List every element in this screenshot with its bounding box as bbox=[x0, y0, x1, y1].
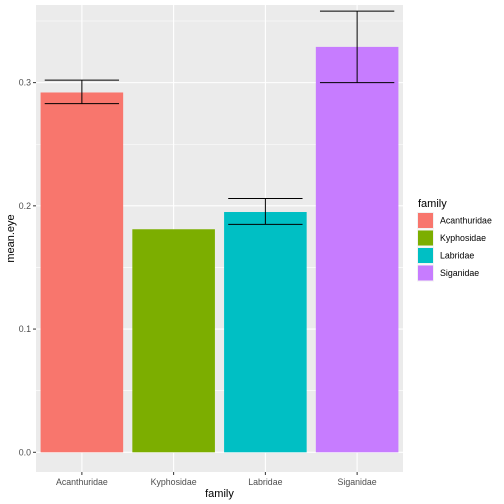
legend-item-labridae: Labridae bbox=[417, 247, 474, 264]
legend-title: family bbox=[418, 198, 447, 210]
error-bars bbox=[44, 10, 395, 225]
legend-item-siganidae: Siganidae bbox=[417, 264, 479, 282]
y-axis: 0.0 0.1 0.2 0.3 bbox=[19, 78, 36, 457]
x-axis: Acanthuridae Kyphosidae Labridae Siganidae bbox=[56, 472, 377, 487]
error-bar-siganidae bbox=[319, 10, 395, 84]
legend: family Acanthuridae Kyphosidae Labridae Sig… bbox=[417, 198, 492, 282]
legend-key-swatch bbox=[418, 230, 433, 246]
error-bar-labridae bbox=[228, 197, 303, 225]
x-tick-label: Kyphosidae bbox=[151, 477, 197, 487]
bar-acanthuridae bbox=[40, 92, 124, 453]
y-tick-label: 0.2 bbox=[19, 201, 31, 211]
bar-kyphosidae bbox=[132, 229, 215, 453]
error-bar-acanthuridae bbox=[44, 79, 120, 105]
legend-label: Siganidae bbox=[440, 268, 479, 278]
legend-label: Labridae bbox=[440, 251, 474, 261]
bars bbox=[40, 46, 399, 453]
bar-siganidae bbox=[315, 46, 399, 453]
x-tick-label: Labridae bbox=[248, 477, 282, 487]
x-tick-label: Acanthuridae bbox=[56, 477, 108, 487]
legend-item-acanthuridae: Acanthuridae bbox=[417, 212, 492, 229]
bar-labridae bbox=[224, 212, 307, 453]
y-tick-label: 0.3 bbox=[19, 78, 31, 88]
x-axis-title: family bbox=[205, 488, 234, 500]
legend-label: Kyphosidae bbox=[440, 233, 486, 243]
legend-key-swatch bbox=[418, 248, 433, 263]
legend-label: Acanthuridae bbox=[440, 216, 492, 226]
legend-item-kyphosidae: Kyphosidae bbox=[417, 229, 486, 247]
y-tick-label: 0.1 bbox=[19, 324, 31, 334]
y-axis-title: mean.eye bbox=[5, 214, 17, 262]
legend-key-swatch bbox=[418, 213, 433, 228]
y-tick-label: 0.0 bbox=[19, 447, 31, 457]
legend-key-swatch bbox=[418, 265, 433, 281]
x-tick-label: Siganidae bbox=[338, 477, 377, 487]
